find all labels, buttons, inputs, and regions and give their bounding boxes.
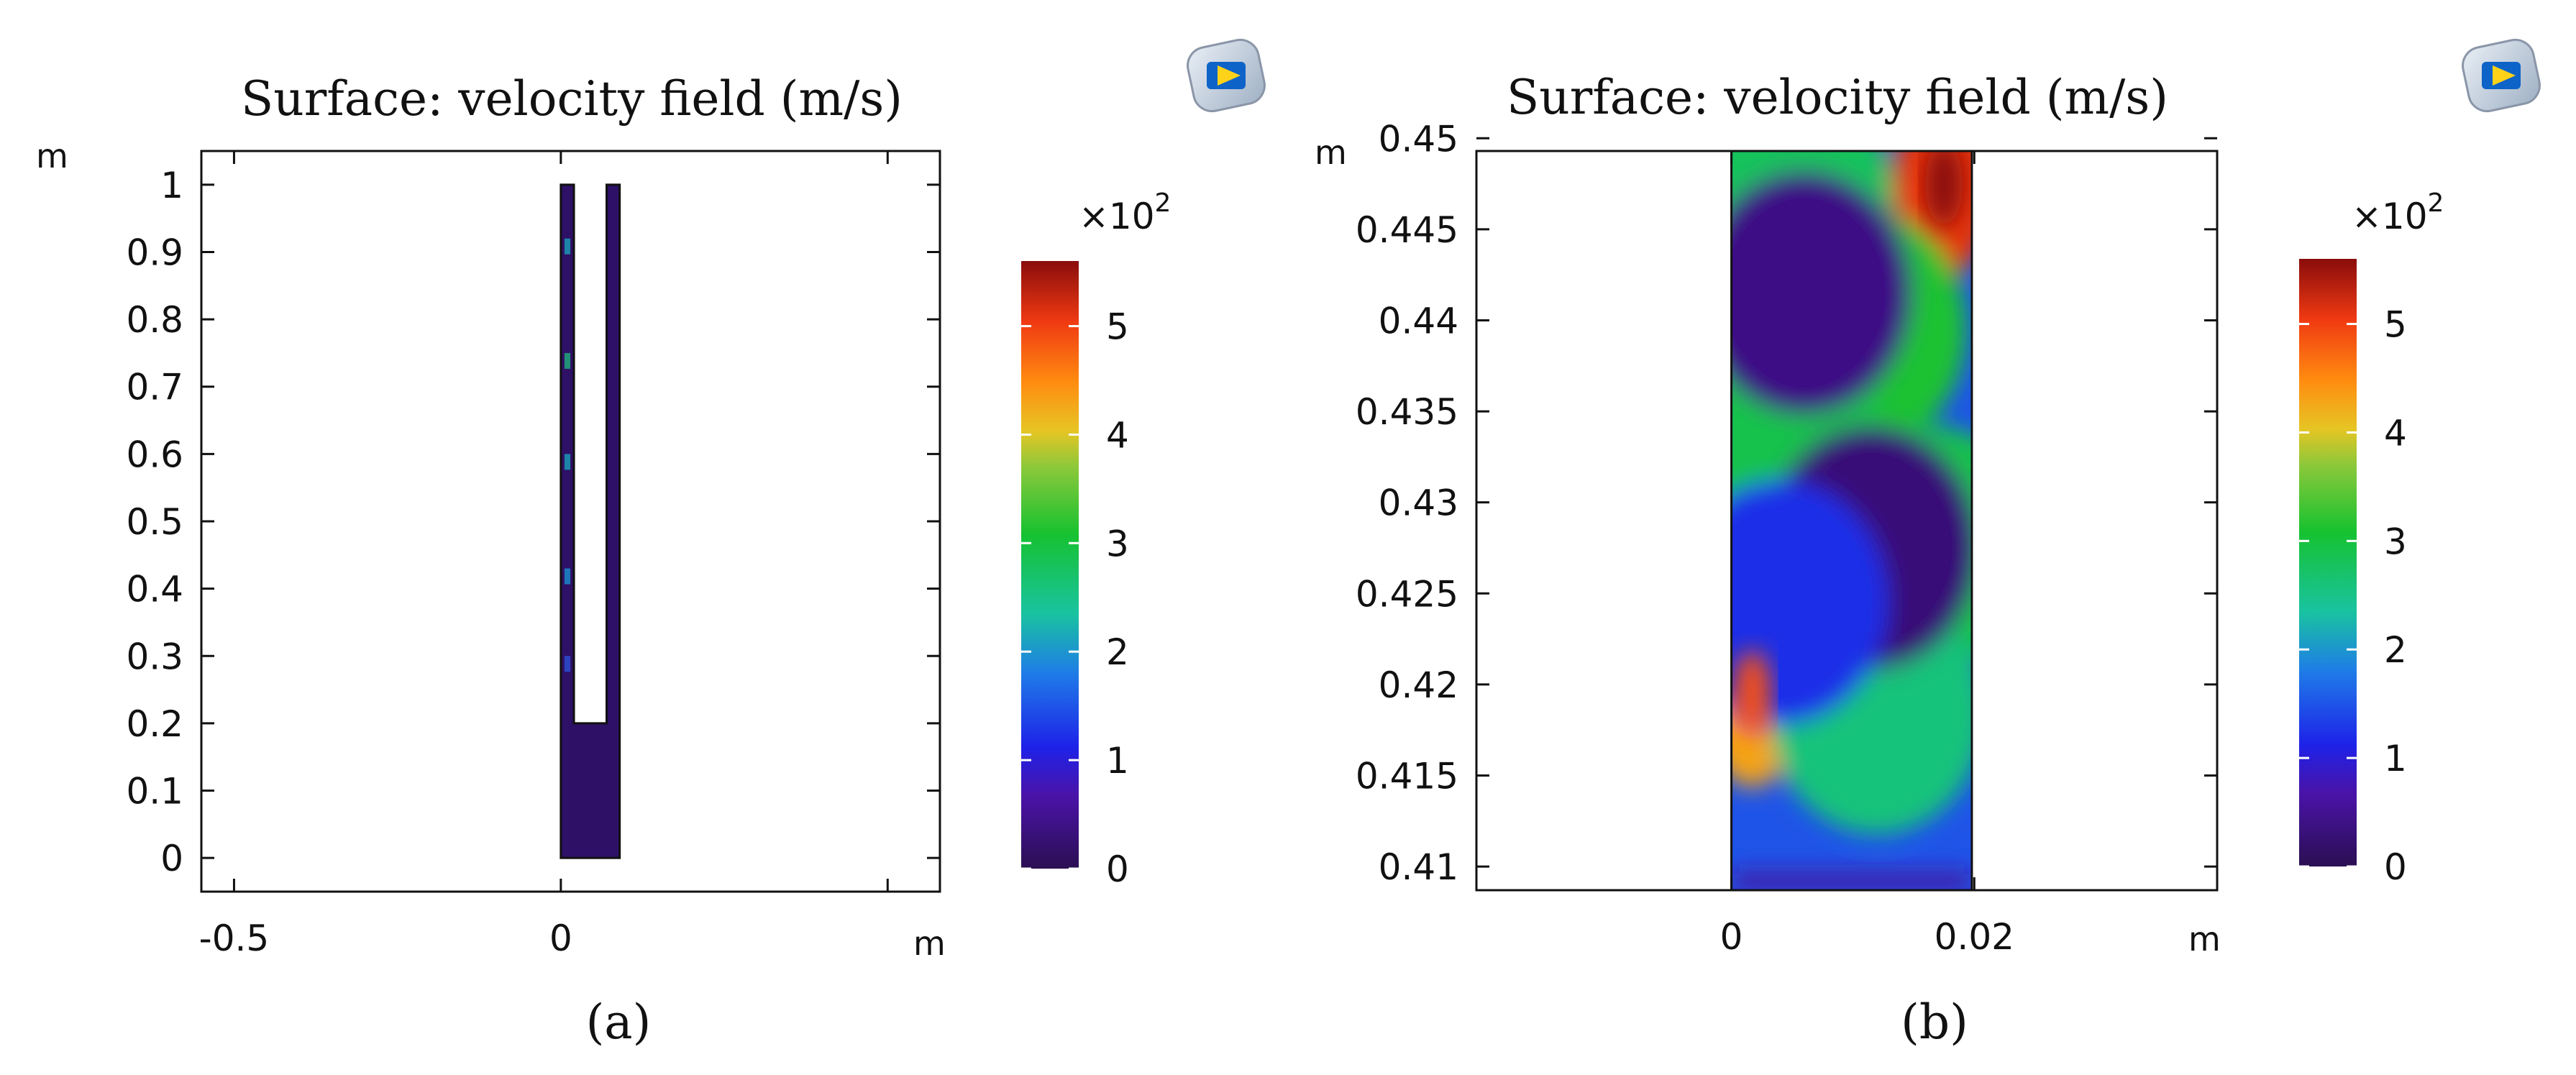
plot-area-b (1475, 150, 2219, 892)
colorbar-multiplier-a: ×102 (1079, 188, 1171, 237)
y-tick-label: 0.415 (1356, 755, 1458, 797)
colorbar-tick-label: 4 (2384, 412, 2407, 454)
y-tick-label: 0.5 (126, 501, 183, 543)
colorbar-tick-label: 1 (2384, 738, 2407, 779)
y-tick-label: 0 (160, 838, 183, 879)
colorbar-ticks-a: 0 1 2 3 4 5 (1021, 306, 1129, 890)
velocity-blobs (1731, 151, 1972, 890)
colorbar-a (1021, 261, 1079, 869)
colorbar-tick-label: 3 (2384, 521, 2407, 562)
colorbar-tick-label: 2 (2384, 629, 2407, 671)
y-unit-b: m (1315, 133, 1347, 172)
velocity-field-b (1730, 151, 1973, 890)
y-tick-label: 0.425 (1356, 573, 1458, 615)
flow-speckle (564, 238, 571, 255)
x-tick-label: 0.02 (1935, 916, 2014, 958)
y-tick-label: 0.44 (1379, 300, 1458, 342)
x-tick-label: -0.5 (199, 918, 270, 959)
comsol-logo-icon (2462, 38, 2541, 113)
colorbar-tick-label: 5 (2384, 304, 2407, 346)
x-unit-a: m (913, 924, 946, 963)
colorbar-tick-label: 2 (1106, 631, 1129, 673)
x-tick-label: 0 (1720, 916, 1743, 958)
y-tick-label: 0.9 (126, 232, 183, 273)
y-tick-label: 0.4 (126, 569, 183, 610)
u-tube-domain (559, 183, 621, 859)
y-tick-label: 0.43 (1379, 482, 1458, 524)
velocity-domain-a (559, 183, 621, 859)
axis-ticks-a: 0 0.1 0.2 0.3 0.4 0.5 0.6 0.7 0.8 0.9 1 -0.5 0 (126, 151, 940, 959)
x-tick-label: 0 (549, 918, 572, 959)
velocity-hotspot (1731, 480, 1888, 725)
colorbar-multiplier-b: ×102 (2352, 188, 2444, 237)
colorbar-ticks-b: 0 1 2 3 4 5 (2299, 304, 2407, 888)
y-tick-label: 0.6 (126, 434, 183, 475)
caption-b: (b) (1901, 994, 1968, 1050)
flow-speckle (564, 568, 571, 585)
colorbar-tick-label: 5 (1106, 306, 1129, 348)
flow-speckle (564, 352, 571, 369)
caption-a: (a) (586, 994, 652, 1050)
y-tick-label: 0.8 (126, 299, 183, 341)
flow-speckle (564, 454, 571, 470)
colorbar-tick-label: 4 (1106, 414, 1129, 456)
y-tick-label: 0.3 (126, 636, 183, 677)
y-tick-label: 0.445 (1356, 209, 1458, 251)
y-tick-label: 0.2 (126, 703, 183, 745)
y-tick-label: 1 (160, 165, 183, 206)
colorbar-tick-label: 0 (1106, 848, 1129, 890)
colorbar-tick-label: 0 (2384, 846, 2407, 888)
colorbar-b (2299, 259, 2357, 866)
colorbar-tick-label: 3 (1106, 523, 1129, 564)
y-tick-label: 0.7 (126, 367, 183, 408)
y-unit-a: m (36, 137, 68, 175)
comsol-logo-icon (1187, 38, 1266, 113)
low-velocity-band (1731, 872, 1972, 890)
y-tick-label: 0.41 (1379, 846, 1458, 888)
velocity-peak (1925, 151, 1963, 227)
panel-b: Surface: velocity field (m/s) m 0.410.41… (1315, 38, 2541, 1050)
axis-ticks-b: 0.41 0.415 0.42 0.425 0.43 0.435 0.44 0.445 0.45… (1356, 118, 2219, 958)
panel-a: Surface: velocity field (m/s) m 00.10.20… (36, 38, 1266, 1050)
title-a: Surface: velocity field (m/s) (241, 71, 903, 127)
x-unit-b: m (2188, 920, 2221, 959)
y-tick-label: 0.42 (1379, 664, 1458, 706)
velocity-hotspot (1731, 170, 1912, 416)
colorbar-tick-label: 1 (1106, 740, 1129, 782)
velocity-peak (1733, 650, 1771, 737)
y-tick-label: 0.45 (1379, 118, 1458, 160)
title-b: Surface: velocity field (m/s) (1507, 70, 2168, 125)
flow-speckle (564, 656, 571, 672)
y-tick-label: 0.435 (1356, 391, 1458, 433)
y-tick-label: 0.1 (126, 771, 183, 813)
